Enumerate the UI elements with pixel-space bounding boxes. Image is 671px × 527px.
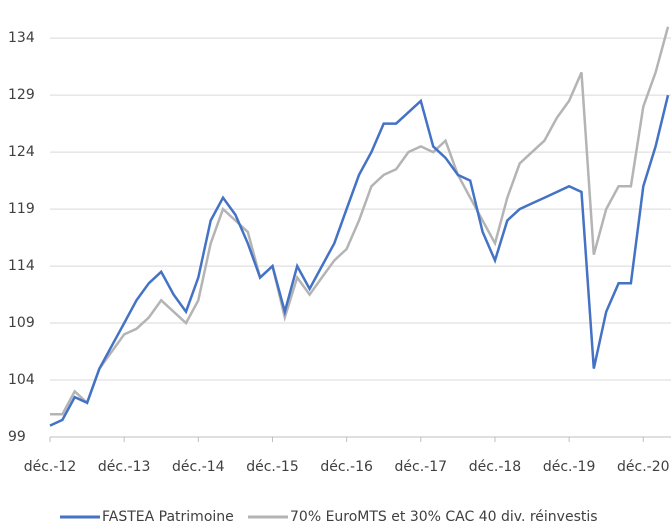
y-tick-label: 129 [8, 87, 35, 103]
x-tick-label: déc.-18 [469, 459, 522, 475]
x-tick-label: déc.-17 [395, 459, 448, 475]
x-tick-label: déc.-15 [246, 459, 299, 475]
y-tick-label: 104 [8, 372, 35, 388]
series-line [50, 26, 670, 416]
y-tick-label: 109 [8, 315, 35, 331]
x-tick-label: déc.-16 [320, 459, 373, 475]
y-tick-label: 134 [8, 30, 35, 46]
y-tick-label: 99 [8, 429, 26, 445]
y-tick-label: 114 [8, 258, 35, 274]
x-tick-label: déc.-14 [172, 459, 225, 475]
x-tick-label: déc.-12 [24, 459, 77, 475]
series-line [49, 94, 670, 427]
legend-label: FASTEA Patrimoine [102, 509, 234, 525]
y-tick-label: 119 [8, 201, 35, 217]
x-tick-label: déc.-19 [543, 459, 596, 475]
y-tick-label: 124 [8, 144, 35, 160]
x-tick-label: déc.-20 [617, 459, 670, 475]
x-tick-label: déc.-13 [98, 459, 151, 475]
legend-label: 70% EuroMTS et 30% CAC 40 div. réinvesti… [290, 509, 598, 525]
